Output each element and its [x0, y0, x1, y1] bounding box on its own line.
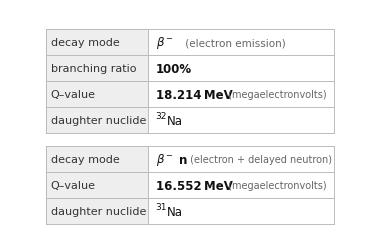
- Bar: [46, 108, 148, 134]
- Text: Na: Na: [167, 114, 183, 128]
- Bar: [148, 146, 334, 172]
- Text: Q–value: Q–value: [51, 90, 96, 100]
- Text: daughter nuclide: daughter nuclide: [51, 206, 146, 216]
- Text: n: n: [179, 153, 188, 166]
- Bar: [46, 56, 148, 82]
- Bar: [148, 198, 334, 224]
- Bar: [46, 82, 148, 108]
- Text: 31: 31: [156, 202, 167, 211]
- Text: (electron + delayed neutron): (electron + delayed neutron): [187, 154, 332, 165]
- Text: daughter nuclide: daughter nuclide: [51, 116, 146, 126]
- Text: 100%: 100%: [156, 63, 192, 76]
- Text: branching ratio: branching ratio: [51, 64, 136, 74]
- Text: decay mode: decay mode: [51, 38, 119, 48]
- Text: $\it{\beta}^-$: $\it{\beta}^-$: [156, 151, 174, 167]
- Text: 16.552 MeV: 16.552 MeV: [156, 179, 233, 192]
- Text: 32: 32: [156, 112, 167, 121]
- Text: (megaelectronvolts): (megaelectronvolts): [225, 180, 326, 190]
- Bar: [148, 172, 334, 198]
- Bar: [46, 172, 148, 198]
- Text: 18.214 MeV: 18.214 MeV: [156, 88, 232, 102]
- Text: (electron emission): (electron emission): [181, 38, 285, 48]
- Bar: [46, 30, 148, 56]
- Bar: [148, 30, 334, 56]
- Bar: [148, 56, 334, 82]
- Bar: [148, 82, 334, 108]
- Text: (megaelectronvolts): (megaelectronvolts): [225, 90, 326, 100]
- Text: Na: Na: [167, 205, 183, 218]
- Bar: [46, 198, 148, 224]
- Bar: [148, 108, 334, 134]
- Bar: [46, 146, 148, 172]
- Text: decay mode: decay mode: [51, 154, 119, 165]
- Text: $\it{\beta}^-$: $\it{\beta}^-$: [156, 35, 174, 51]
- Text: Q–value: Q–value: [51, 180, 96, 190]
